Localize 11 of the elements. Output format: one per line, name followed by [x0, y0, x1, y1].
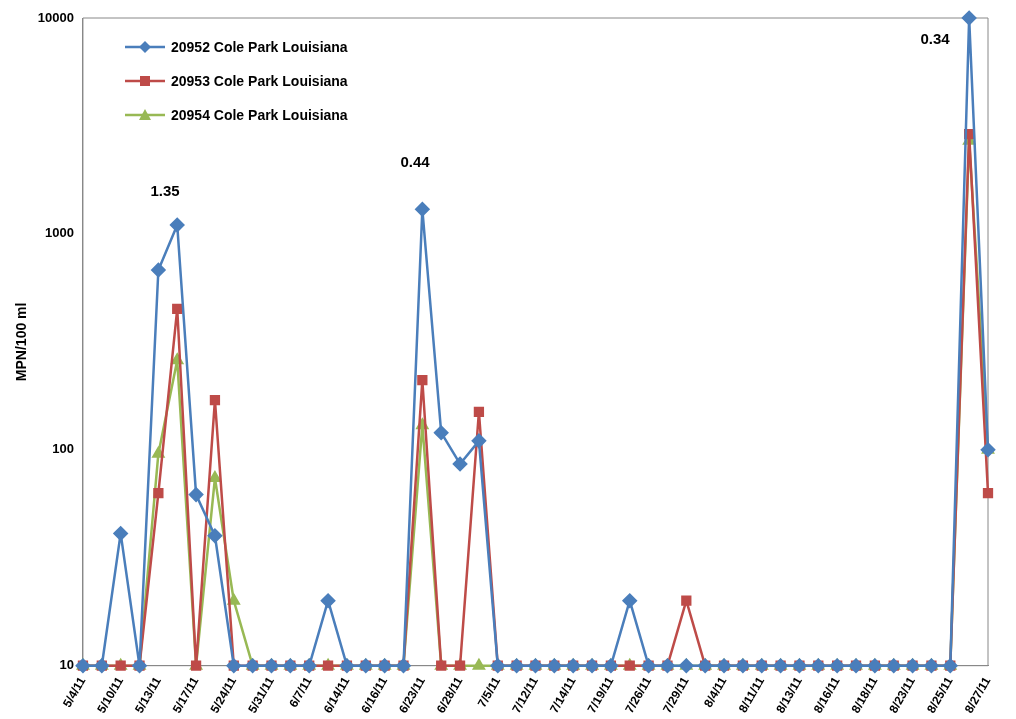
y-tick-label: 1000	[45, 225, 74, 241]
legend-label: 20952 Cole Park Louisiana	[171, 39, 348, 55]
annotation: 0.44	[400, 153, 431, 171]
y-tick-label: 10	[59, 657, 74, 673]
annotation: 1.35	[150, 182, 180, 200]
y-tick-label: 100	[52, 441, 74, 457]
y-tick-label: 10000	[37, 9, 74, 25]
legend-label: 20954 Cole Park Louisiana	[171, 107, 348, 123]
annotation: 0.34	[920, 30, 951, 48]
y-axis-title: MPN/100 ml	[13, 302, 30, 382]
legend-label: 20953 Cole Park Louisiana	[171, 73, 348, 89]
